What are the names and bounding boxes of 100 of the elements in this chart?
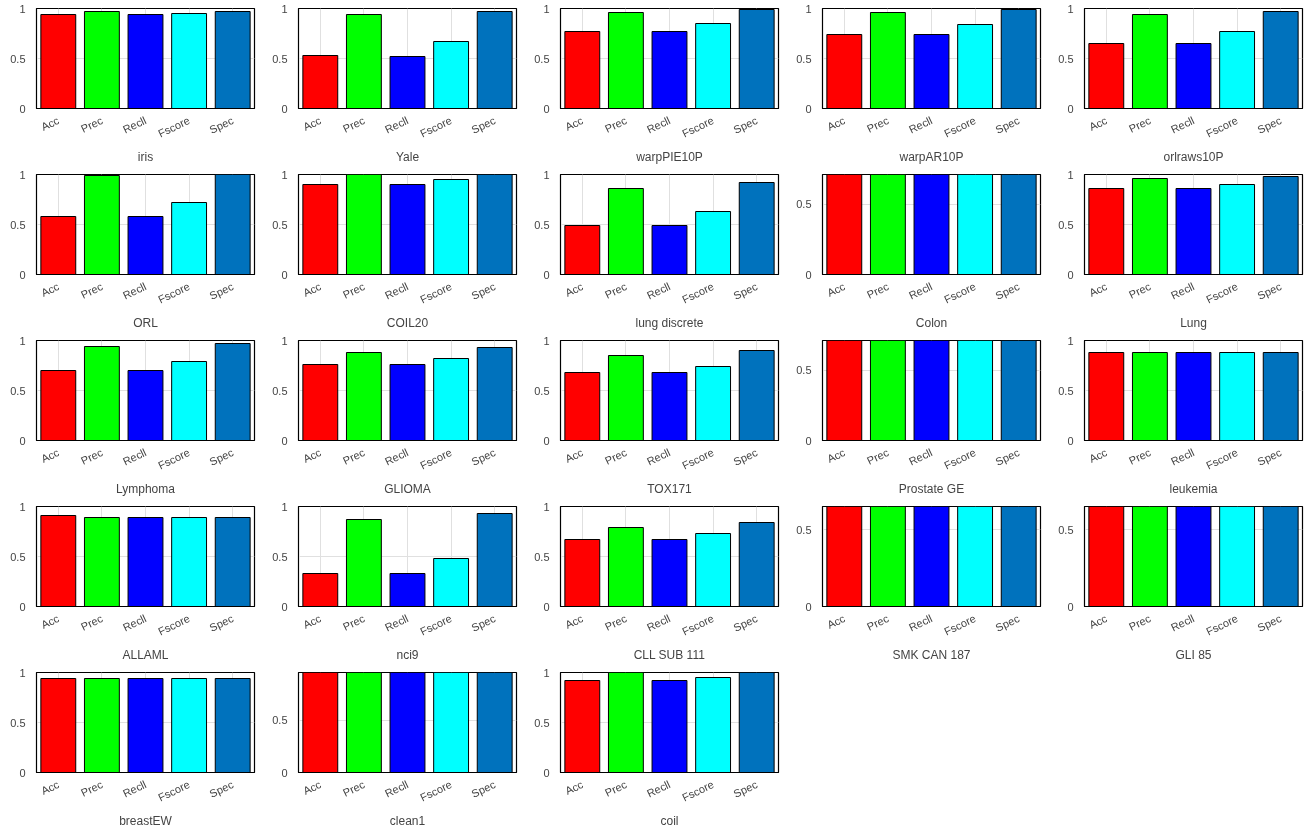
x-axis-title: warpAR10P — [898, 149, 964, 164]
x-tick-label: Spec — [731, 777, 760, 800]
x-tick-label: Recll — [382, 612, 411, 634]
x-tick-label: Spec — [1255, 611, 1284, 634]
x-tick-label: Recll — [906, 114, 935, 136]
y-tick-label: 1 — [543, 500, 550, 513]
y-tick-label: 0 — [543, 766, 550, 779]
x-tick-label: Acc — [39, 611, 62, 631]
x-tick-label: Acc — [301, 777, 324, 797]
y-tick-label: 0.5 — [796, 198, 812, 211]
y-tick-label: 0.5 — [1058, 52, 1074, 65]
y-tick-label: 0.5 — [272, 52, 288, 65]
x-tick-label: Spec — [207, 611, 236, 634]
y-tick-label: 0.5 — [10, 384, 26, 397]
y-tick-label: 0 — [805, 600, 812, 613]
x-tick-label: Spec — [1255, 445, 1284, 468]
y-tick-label: 0.5 — [272, 218, 288, 231]
x-tick-label: Recll — [382, 280, 411, 302]
x-tick-label: Spec — [993, 113, 1022, 136]
y-tick-label: 1 — [1067, 168, 1074, 181]
x-tick-label: Spec — [731, 113, 760, 136]
x-tick-label: Recll — [1168, 612, 1197, 634]
y-tick-label: 0.5 — [534, 716, 550, 729]
y-tick-label: 1 — [281, 500, 288, 513]
y-tick-label: 1 — [543, 666, 550, 679]
x-tick-label: Recll — [906, 280, 935, 302]
y-tick-label: 0.5 — [10, 550, 26, 563]
y-tick-label: 0 — [19, 600, 26, 613]
y-tick-label: 0.5 — [796, 52, 812, 65]
x-tick-label: Prec — [78, 279, 105, 301]
x-tick-label: Acc — [301, 611, 324, 631]
x-tick-label: Acc — [1087, 445, 1110, 465]
y-tick-label: 0 — [281, 766, 288, 779]
x-tick-label: Spec — [207, 113, 236, 136]
y-tick-label: 0 — [19, 268, 26, 281]
x-tick-label: Spec — [993, 279, 1022, 302]
x-tick-label: Prec — [864, 279, 891, 301]
x-tick-label: Recll — [120, 778, 149, 800]
y-tick-label: 1 — [281, 2, 288, 15]
x-tick-label: Prec — [602, 279, 629, 301]
y-tick-label: 0.5 — [534, 384, 550, 397]
x-tick-label: Prec — [602, 445, 629, 467]
x-tick-label: Prec — [1126, 611, 1153, 633]
x-tick-label: Acc — [825, 445, 848, 465]
y-tick-label: 0.5 — [10, 52, 26, 65]
y-tick-label: 0.5 — [534, 550, 550, 563]
x-tick-label: Spec — [1255, 279, 1284, 302]
y-tick-label: 0 — [19, 102, 26, 115]
x-tick-label: Acc — [563, 445, 586, 465]
y-tick-label: 0 — [1067, 268, 1074, 281]
x-tick-label: Acc — [39, 777, 62, 797]
x-tick-label: Acc — [563, 279, 586, 299]
x-tick-label: Prec — [1126, 445, 1153, 467]
y-tick-label: 0 — [281, 600, 288, 613]
x-tick-label: Prec — [340, 113, 367, 135]
x-tick-label: Spec — [469, 113, 498, 136]
x-tick-label: Spec — [207, 777, 236, 800]
x-tick-label: Recll — [644, 778, 673, 800]
x-tick-label: Acc — [825, 279, 848, 299]
x-axis-title: ORL — [133, 315, 159, 330]
x-tick-label: Prec — [864, 445, 891, 467]
x-tick-label: Recll — [1168, 446, 1197, 468]
y-tick-label: 0.5 — [796, 364, 812, 377]
x-tick-label: Spec — [731, 445, 760, 468]
x-tick-label: Recll — [382, 114, 411, 136]
x-tick-label: Prec — [340, 279, 367, 301]
y-tick-label: 0 — [281, 102, 288, 115]
y-tick-label: 0 — [1067, 102, 1074, 115]
x-tick-label: Prec — [602, 611, 629, 633]
x-tick-label: Recll — [1168, 280, 1197, 302]
x-axis-title: ALLAML — [122, 647, 169, 662]
y-tick-label: 0 — [805, 268, 812, 281]
x-axis-title: CLL SUB 111 — [633, 647, 706, 662]
x-tick-label: Spec — [731, 279, 760, 302]
y-tick-label: 1 — [805, 2, 812, 15]
y-tick-label: 1 — [19, 666, 26, 679]
y-tick-label: 0 — [805, 102, 812, 115]
y-tick-label: 1 — [19, 500, 26, 513]
y-tick-label: 1 — [1067, 2, 1074, 15]
x-tick-label: Recll — [1168, 114, 1197, 136]
y-tick-label: 1 — [281, 334, 288, 347]
x-axis-title: GLIOMA — [384, 481, 431, 496]
x-axis-title: coil — [660, 813, 679, 828]
x-tick-label: Recll — [382, 778, 411, 800]
x-tick-label: Prec — [78, 113, 105, 135]
x-axis-title: nci9 — [396, 647, 419, 662]
x-axis-title: breastEW — [119, 813, 173, 828]
x-axis-title: COIL20 — [386, 315, 429, 330]
x-tick-label: Spec — [207, 445, 236, 468]
x-tick-label: Spec — [469, 279, 498, 302]
x-axis-title: leukemia — [1169, 481, 1218, 496]
x-tick-label: Prec — [78, 611, 105, 633]
y-tick-label: 0.5 — [272, 384, 288, 397]
y-tick-label: 0.5 — [796, 523, 812, 536]
x-tick-label: Recll — [644, 280, 673, 302]
y-tick-label: 0.5 — [1058, 523, 1074, 536]
x-tick-label: Prec — [864, 611, 891, 633]
x-tick-label: Acc — [1087, 113, 1110, 133]
x-axis-title: GLI 85 — [1175, 647, 1212, 662]
y-tick-label: 1 — [543, 2, 550, 15]
